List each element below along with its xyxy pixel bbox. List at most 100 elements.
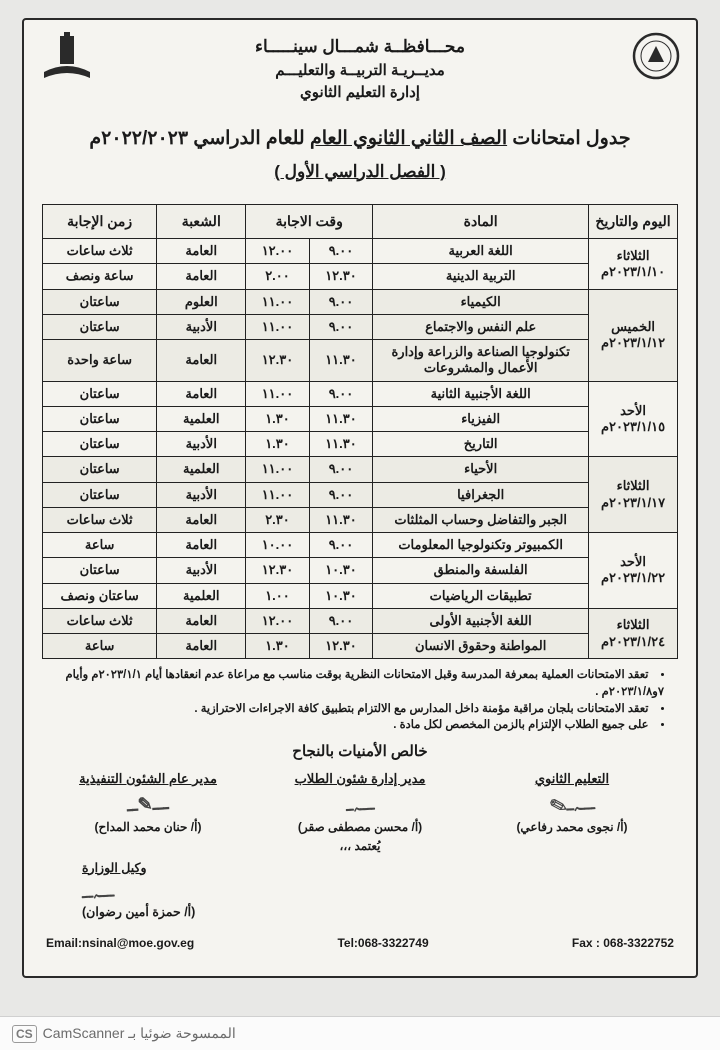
cell-from: ١١.٣٠: [309, 432, 373, 457]
table-row: الخميس٢٠٢٣/١/١٢مالكيمياء٩.٠٠١١.٠٠العلومس…: [43, 289, 678, 314]
col-day: اليوم والتاريخ: [589, 204, 678, 239]
cell-from: ٩.٠٠: [309, 533, 373, 558]
cell-subject: التربية الدينية: [373, 264, 589, 289]
cell-from: ١١.٣٠: [309, 340, 373, 382]
cell-branch: العامة: [157, 381, 246, 406]
cell-subject: تكنولوجيا الصناعة والزراعة وإدارة الأعما…: [373, 340, 589, 382]
cell-subject: اللغة العربية: [373, 239, 589, 264]
title-suffix: للعام الدراسي ٢٠٢٢/٢٠٢٣م: [89, 128, 310, 149]
table-row: المواطنة وحقوق الانسان١٢.٣٠١.٣٠العامةساع…: [43, 634, 678, 659]
cell-to: ١١.٠٠: [246, 457, 310, 482]
cell-from: ٩.٠٠: [309, 482, 373, 507]
table-row: تطبيقات الرياضيات١٠.٣٠١.٠٠العلميةساعتان …: [43, 583, 678, 608]
directorate-emblem-icon: [40, 32, 94, 82]
cell-duration: ساعة ونصف: [43, 264, 157, 289]
cell-from: ٩.٠٠: [309, 381, 373, 406]
scanner-text: CamScanner الممسوحة ضوئيا بـ: [43, 1025, 236, 1042]
cell-branch: العلمية: [157, 583, 246, 608]
signature-mark-icon: ــــﮧــ: [345, 790, 375, 818]
cell-from: ٩.٠٠: [309, 289, 373, 314]
table-row: الثلاثاء٢٠٢٣/١/١٠ماللغة العربية٩.٠٠١٢.٠٠…: [43, 239, 678, 264]
contact-row: Email:nsinal@moe.gov.eg Tel:068-3322749 …: [42, 936, 678, 950]
cell-duration: ساعتان: [43, 482, 157, 507]
day-group: الأحد٢٠٢٣/١/٢٢مالكمبيوتر وتكنولوجيا المع…: [43, 533, 678, 609]
letterhead: محـــافظــة شمـــال سينـــــاء مديــريـة…: [42, 34, 678, 105]
cell-branch: العلمية: [157, 406, 246, 431]
cell-to: ١٢.٠٠: [246, 608, 310, 633]
cell-day: الثلاثاء٢٠٢٣/١/٢٤م: [589, 608, 678, 659]
table-row: الثلاثاء٢٠٢٣/١/١٧مالأحياء٩.٠٠١١.٠٠العلمي…: [43, 457, 678, 482]
document-subtitle: ( الفصل الدراسي الأول ): [42, 162, 678, 182]
cell-branch: العامة: [157, 507, 246, 532]
cell-from: ١٠.٣٠: [309, 558, 373, 583]
cell-duration: ثلاث ساعات: [43, 239, 157, 264]
cell-branch: العلوم: [157, 289, 246, 314]
sig-role: التعليم الثانوي: [466, 770, 678, 789]
day-group: الخميس٢٠٢٣/١/١٢مالكيمياء٩.٠٠١١.٠٠العلومس…: [43, 289, 678, 381]
cell-to: ١٢.٠٠: [246, 239, 310, 264]
cell-branch: العامة: [157, 533, 246, 558]
col-duration: زمن الإجابة: [43, 204, 157, 239]
cell-from: ٩.٠٠: [309, 239, 373, 264]
scanner-footer: CS CamScanner الممسوحة ضوئيا بـ: [0, 1016, 720, 1050]
day-group: الثلاثاء٢٠٢٣/١/١٧مالأحياء٩.٠٠١١.٠٠العلمي…: [43, 457, 678, 533]
cell-subject: علم النفس والاجتماع: [373, 314, 589, 339]
cell-to: ١٢.٣٠: [246, 340, 310, 382]
table-row: الأحد٢٠٢٣/١/٢٢مالكمبيوتر وتكنولوجيا المع…: [43, 533, 678, 558]
cell-branch: الأدبية: [157, 482, 246, 507]
day-group: الثلاثاء٢٠٢٣/١/١٠ماللغة العربية٩.٠٠١٢.٠٠…: [43, 239, 678, 290]
cell-branch: العامة: [157, 264, 246, 289]
table-header: اليوم والتاريخ المادة وقت الاجابة الشعبة…: [43, 204, 678, 239]
col-time: وقت الاجابة: [246, 204, 373, 239]
cell-branch: الأدبية: [157, 558, 246, 583]
signature-block: مدير عام الشئون التنفيذية ـــ✎ــ (أ/ حنا…: [42, 770, 254, 856]
notes-list: تعقد الامتحانات العملية بمعرفة المدرسة و…: [42, 667, 678, 734]
sig-approve: يُعتمد ،،،: [254, 838, 466, 855]
table-row: الفيزياء١١.٣٠١.٣٠العلميةساعتان: [43, 406, 678, 431]
note-item: تعقد الامتحانات بلجان مراقبة مؤمنة داخل …: [42, 701, 664, 718]
day-group: الثلاثاء٢٠٢٣/١/٢٤ماللغة الأجنبية الأولى٩…: [43, 608, 678, 659]
cell-duration: ساعتان: [43, 406, 157, 431]
cell-from: ١٢.٣٠: [309, 634, 373, 659]
cell-subject: الفلسفة والمنطق: [373, 558, 589, 583]
cell-from: ٩.٠٠: [309, 457, 373, 482]
department-line: إدارة التعليم الثانوي: [42, 82, 678, 105]
cell-branch: العامة: [157, 634, 246, 659]
sig-role: مدير عام الشئون التنفيذية: [42, 770, 254, 789]
cell-duration: ثلاث ساعات: [43, 608, 157, 633]
sig-name: (أ/ نجوى محمد رفاعي): [466, 819, 678, 836]
signature-block: مدير إدارة شئون الطلاب ــــﮧــ (أ/ محسن …: [254, 770, 466, 856]
contact-fax: Fax : 068-3322752: [572, 936, 674, 950]
table-row: التاريخ١١.٣٠١.٣٠الأدبيةساعتان: [43, 432, 678, 457]
cell-from: ١٠.٣٠: [309, 583, 373, 608]
camscanner-badge-icon: CS: [12, 1025, 37, 1043]
cell-duration: ساعتان: [43, 381, 157, 406]
cell-subject: الجبر والتفاضل وحساب المثلثات: [373, 507, 589, 532]
cell-duration: ساعتان: [43, 457, 157, 482]
signature-mark-icon: ــــﮧـــ: [81, 878, 114, 905]
cell-to: ١.٣٠: [246, 406, 310, 431]
cell-duration: ساعتان: [43, 558, 157, 583]
cell-day: الثلاثاء٢٠٢٣/١/١٠م: [589, 239, 678, 290]
cell-duration: ساعتان ونصف: [43, 583, 157, 608]
cell-day: الخميس٢٠٢٣/١/١٢م: [589, 289, 678, 381]
cell-branch: الأدبية: [157, 432, 246, 457]
cell-duration: ساعة: [43, 634, 157, 659]
cell-duration: ساعتان: [43, 432, 157, 457]
cell-subject: الكيمياء: [373, 289, 589, 314]
table-row: الأحد٢٠٢٣/١/١٥ماللغة الأجنبية الثانية٩.٠…: [43, 381, 678, 406]
directorate-line: مديــريـة التربيــة والتعليـــم: [42, 60, 678, 83]
table-row: الجغرافيا٩.٠٠١١.٠٠الأدبيةساعتان: [43, 482, 678, 507]
cell-to: ١٢.٣٠: [246, 558, 310, 583]
col-branch: الشعبة: [157, 204, 246, 239]
table-row: تكنولوجيا الصناعة والزراعة وإدارة الأعما…: [43, 340, 678, 382]
signature-block: التعليم الثانوي ــــﮧــ✎ (أ/ نجوى محمد ر…: [466, 770, 678, 856]
cell-subject: التاريخ: [373, 432, 589, 457]
cell-to: ٢.٠٠: [246, 264, 310, 289]
col-subject: المادة: [373, 204, 589, 239]
sig-role: وكيل الوزارة: [82, 860, 678, 878]
cell-day: الأحد٢٠٢٣/١/١٥م: [589, 381, 678, 457]
cell-to: ١٠.٠٠: [246, 533, 310, 558]
table-row: علم النفس والاجتماع٩.٠٠١١.٠٠الأدبيةساعتا…: [43, 314, 678, 339]
table-row: الجبر والتفاضل وحساب المثلثات١١.٣٠٢.٣٠ال…: [43, 507, 678, 532]
